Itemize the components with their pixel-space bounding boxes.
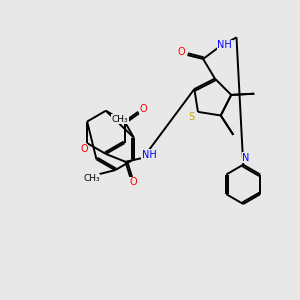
Text: O: O — [178, 47, 185, 57]
Text: N: N — [242, 153, 250, 163]
Text: CH₃: CH₃ — [83, 175, 100, 184]
Text: CH₃: CH₃ — [112, 115, 128, 124]
Text: S: S — [188, 112, 194, 122]
Text: O: O — [80, 144, 88, 154]
Text: NH: NH — [217, 40, 232, 50]
Text: O: O — [130, 177, 137, 188]
Text: O: O — [140, 104, 147, 114]
Text: NH: NH — [142, 150, 156, 160]
